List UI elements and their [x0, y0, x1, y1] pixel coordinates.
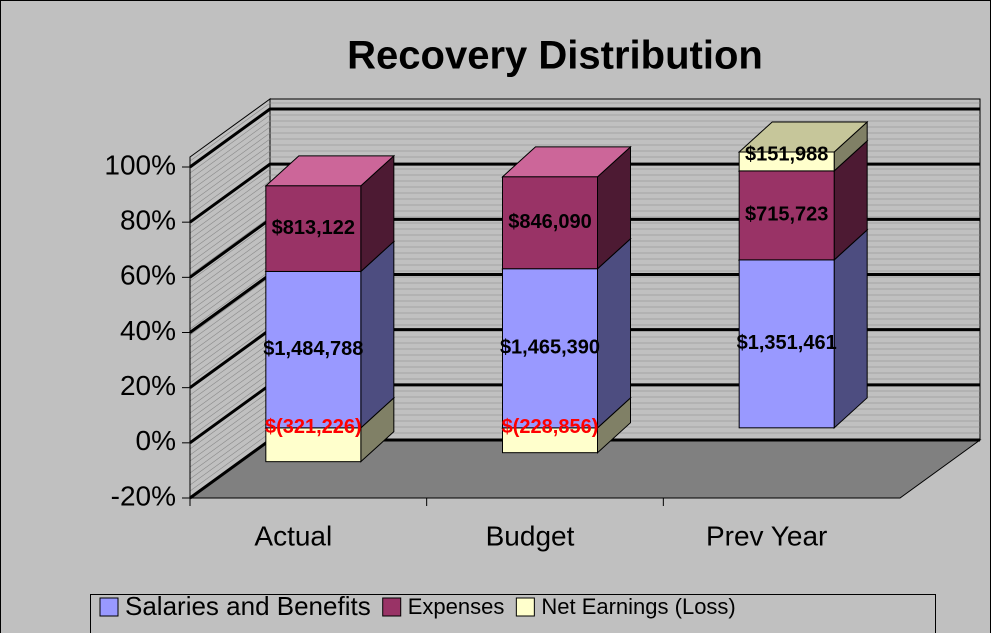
wall-hatch — [189, 198, 271, 258]
wall-hatch — [189, 156, 271, 216]
wall-hatch — [189, 114, 271, 174]
x-tick-label: Actual — [254, 520, 332, 551]
legend-swatch — [382, 597, 402, 617]
wall-hatch — [189, 342, 271, 402]
y-tick-label: -20% — [111, 480, 176, 511]
wall-hatch — [189, 264, 271, 324]
wall-hatch — [189, 402, 271, 462]
wall-hatch — [189, 432, 271, 492]
wall-hatch — [189, 348, 271, 408]
bar — [265, 185, 362, 272]
wall-hatch — [189, 408, 271, 468]
wall-hatch — [189, 246, 271, 306]
wall-hatch — [189, 186, 271, 246]
bar — [265, 270, 362, 429]
wall-hatch — [189, 192, 271, 252]
bar — [502, 268, 598, 429]
wall-hatch — [189, 120, 271, 180]
labels: Actual $(321,226) $1,484,788 $813,122 Budget… — [254, 144, 836, 552]
legend-swatch — [99, 597, 119, 617]
wall-hatch — [189, 396, 271, 456]
x-tick-label: Budget — [486, 520, 575, 551]
wall-hatch — [189, 324, 271, 384]
wall-hatch — [189, 336, 271, 396]
wall-hatch — [189, 240, 271, 300]
bar — [502, 176, 598, 270]
data-label: $846,090 — [508, 211, 591, 233]
wall-hatch — [189, 312, 271, 372]
data-label: $1,484,788 — [263, 338, 363, 360]
legend: Salaries and Benefits Expenses Net Earning… — [90, 591, 936, 633]
wall-hatch — [189, 378, 271, 438]
y-tick-label: 80% — [120, 205, 176, 236]
wall-hatch — [189, 372, 271, 432]
y-tick-label: 60% — [120, 260, 176, 291]
bars — [264, 120, 869, 463]
data-label: $(228,856) — [502, 416, 599, 438]
wall-hatch — [189, 234, 271, 294]
wall-hatch — [189, 132, 271, 192]
wall-hatch — [189, 360, 271, 420]
chart-title: Recovery Distribution — [347, 34, 763, 78]
wall-hatch — [189, 210, 271, 270]
wall-hatch — [189, 150, 271, 210]
wall-hatch — [189, 300, 271, 360]
data-label: $1,351,461 — [737, 332, 837, 354]
data-label: $715,723 — [745, 204, 828, 226]
wall-hatch — [189, 222, 271, 282]
wall-hatch — [189, 138, 271, 198]
legend-box — [90, 594, 936, 633]
legend-label: Net Earnings (Loss) — [541, 594, 735, 619]
wall-hatch — [189, 414, 271, 474]
bar-side — [833, 228, 868, 429]
data-label: $(321,226) — [265, 416, 362, 438]
wall-hatch — [189, 390, 271, 450]
wall-hatch — [189, 204, 271, 264]
bar — [738, 170, 835, 261]
wall-hatch — [189, 228, 271, 288]
wall-hatch — [189, 252, 271, 312]
legend-swatch — [515, 597, 535, 617]
y-tick-label: 0% — [136, 425, 176, 456]
bar-side — [597, 237, 631, 429]
wall-hatch — [189, 354, 271, 414]
wall-hatch — [189, 288, 271, 348]
y-tick-label: 40% — [120, 315, 176, 346]
wall-hatch — [189, 270, 271, 330]
grid-line — [189, 107, 980, 169]
bar — [502, 427, 598, 454]
data-label: $1,465,390 — [500, 337, 600, 359]
legend-label: Expenses — [408, 594, 505, 619]
wall-hatch — [189, 144, 271, 204]
wall-hatch — [189, 366, 271, 426]
wall-hatch — [189, 276, 271, 336]
wall-hatch — [189, 426, 271, 486]
bar-side — [360, 240, 395, 429]
bar — [738, 151, 835, 172]
bar — [265, 427, 362, 463]
wall-hatch — [189, 282, 271, 342]
wall-hatch — [189, 102, 271, 162]
wall-hatch — [189, 216, 271, 276]
y-tick-label: 100% — [104, 149, 176, 180]
wall-hatch — [189, 168, 271, 228]
wall-hatch — [189, 420, 271, 480]
wall-hatch — [189, 306, 271, 366]
y-tick-label: 20% — [120, 370, 176, 401]
data-label: $151,988 — [745, 144, 828, 166]
x-tick-label: Prev Year — [706, 520, 827, 551]
legend-label: Salaries and Benefits — [125, 591, 371, 621]
wall-hatch — [189, 318, 271, 378]
wall-hatch — [189, 174, 271, 234]
wall-hatch — [189, 180, 271, 240]
wall-hatch — [189, 126, 271, 186]
data-label: $813,122 — [272, 217, 355, 239]
wall-hatch — [189, 294, 271, 354]
bar — [738, 259, 835, 429]
wall-hatch — [189, 258, 271, 318]
